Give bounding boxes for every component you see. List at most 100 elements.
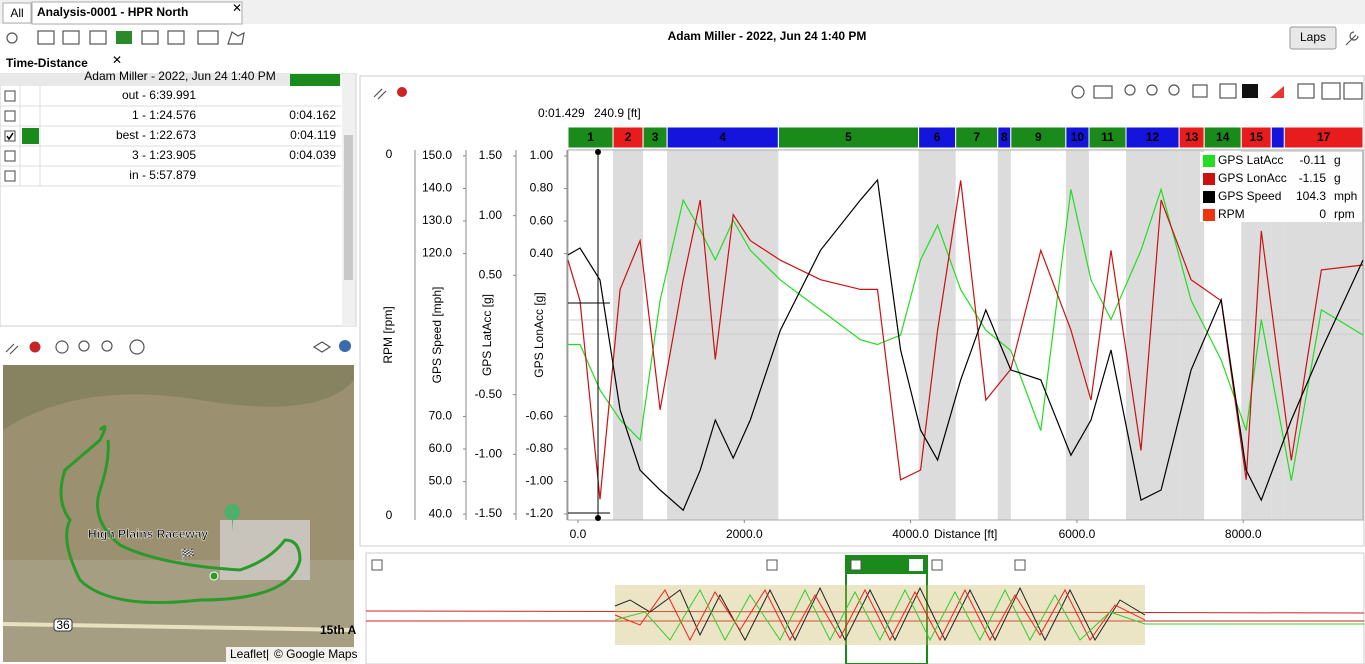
x-tick-label: 0.0 <box>570 527 587 541</box>
icon[interactable] <box>5 343 19 355</box>
legend-unit: g <box>1334 171 1341 185</box>
segment-label: 2 <box>625 130 632 144</box>
road-shield <box>53 618 73 632</box>
checkbox[interactable] <box>931 559 943 571</box>
icon[interactable] <box>397 87 407 97</box>
segment[interactable] <box>1270 126 1285 149</box>
y-tick-label: 70.0 <box>429 409 453 423</box>
icon[interactable] <box>227 31 245 45</box>
icon[interactable] <box>55 340 69 354</box>
icon[interactable] <box>1124 84 1136 96</box>
icon[interactable] <box>62 30 80 45</box>
legend-name: GPS Speed <box>1218 189 1281 203</box>
legend-value: 104.3 <box>1296 189 1326 203</box>
segment[interactable] <box>1283 126 1364 149</box>
icon[interactable] <box>339 340 351 352</box>
y-tick-label: 1.00 <box>530 148 554 162</box>
overview-selection-header <box>846 556 927 574</box>
legend-name: GPS LatAcc <box>1218 153 1283 167</box>
checkbox[interactable] <box>1014 559 1026 571</box>
lap-checkmark[interactable] <box>6 132 14 141</box>
car-position <box>209 571 219 581</box>
map-pin <box>224 504 241 532</box>
map-terrain <box>3 365 354 430</box>
legend-swatch <box>1203 155 1215 167</box>
lap-checkbox[interactable] <box>4 150 16 162</box>
legend-value: -0.11 <box>1300 153 1327 167</box>
map: High Plains Raceway 🏁 36 15th A Leaflet … <box>2 365 358 662</box>
icon[interactable] <box>1093 85 1113 99</box>
icon[interactable] <box>1242 84 1258 98</box>
icon[interactable] <box>1219 83 1237 99</box>
segment-label: 17 <box>1317 130 1331 144</box>
lap-delta: 0:04.039 <box>289 148 336 162</box>
tab-label[interactable]: Analysis-0001 - HPR North <box>37 5 188 19</box>
y-tick-label: -0.60 <box>526 409 554 423</box>
eye-icon[interactable] <box>909 559 923 571</box>
tab-label[interactable]: All <box>10 6 23 20</box>
overview-trace <box>614 588 1146 642</box>
icon[interactable] <box>1321 82 1341 100</box>
series-line <box>567 180 1364 500</box>
lap-checkbox[interactable] <box>4 130 16 142</box>
toolbar-icons <box>6 30 245 45</box>
series-line <box>567 178 1364 512</box>
y-tick-label: 0.60 <box>530 213 554 227</box>
icon[interactable] <box>129 339 145 355</box>
icon[interactable] <box>101 340 113 352</box>
icon[interactable] <box>116 31 132 44</box>
segment-shade <box>997 150 1011 520</box>
icon[interactable] <box>1146 84 1158 96</box>
icon[interactable] <box>6 32 18 44</box>
tab[interactable] <box>2 2 32 24</box>
checkbox[interactable] <box>850 559 862 571</box>
attribution-link[interactable]: Leaflet <box>230 647 267 661</box>
icon[interactable] <box>89 30 107 45</box>
scrollbar-thumb[interactable] <box>344 135 353 280</box>
checkbox[interactable] <box>371 559 383 571</box>
icon[interactable] <box>312 341 332 353</box>
legend-swatch <box>1203 209 1215 221</box>
y-tick-label: -1.50 <box>475 506 503 520</box>
segment-label: 7 <box>973 130 980 144</box>
laps-panel <box>0 73 357 327</box>
settings-icon[interactable] <box>1345 31 1359 46</box>
lap-checkbox[interactable] <box>4 170 16 182</box>
y-tick-label: 1.50 <box>479 148 503 162</box>
attribution[interactable]: © Google Maps <box>274 647 358 661</box>
icon[interactable] <box>373 88 387 100</box>
icon[interactable] <box>197 30 219 45</box>
laps-button-label[interactable]: Laps <box>1300 30 1326 44</box>
lap-label: best - 1:22.673 <box>116 128 196 142</box>
lap-checkbox[interactable] <box>4 90 16 102</box>
x-tick-label: 8000.0 <box>1225 527 1262 541</box>
laps-button[interactable] <box>1289 26 1337 50</box>
checkbox[interactable] <box>766 559 778 571</box>
y-tick-label: -1.00 <box>526 474 554 488</box>
icon[interactable] <box>1343 82 1363 100</box>
overview-trace-band <box>615 585 1145 645</box>
session-title: Adam Miller - 2022, Jun 24 1:40 PM <box>668 29 867 43</box>
icon[interactable] <box>29 341 41 353</box>
icon[interactable] <box>167 30 185 45</box>
tab-active[interactable] <box>31 1 243 25</box>
cursor-distance: 240.9 [ft] <box>594 106 641 120</box>
icon[interactable] <box>1297 83 1315 99</box>
icon[interactable] <box>1270 86 1284 98</box>
lap-label: out - 6:39.991 <box>122 88 196 102</box>
icon[interactable] <box>1071 85 1085 99</box>
segment-shade <box>1179 150 1205 520</box>
lap-checkbox[interactable] <box>4 110 16 122</box>
y-tick-label: 1.00 <box>479 208 503 222</box>
lap-color <box>22 128 39 144</box>
panel-close[interactable]: ✕ <box>112 53 122 67</box>
icon[interactable] <box>141 30 159 45</box>
icon[interactable] <box>1192 84 1208 98</box>
axis-title: GPS Speed [mph] <box>430 287 444 384</box>
icon[interactable] <box>37 30 55 45</box>
icon[interactable] <box>1168 84 1180 96</box>
tab-close[interactable]: ✕ <box>232 1 242 15</box>
cursor-time: 0:01.429 <box>538 106 585 120</box>
icon[interactable] <box>78 340 90 352</box>
legend-unit: mph <box>1334 189 1357 203</box>
